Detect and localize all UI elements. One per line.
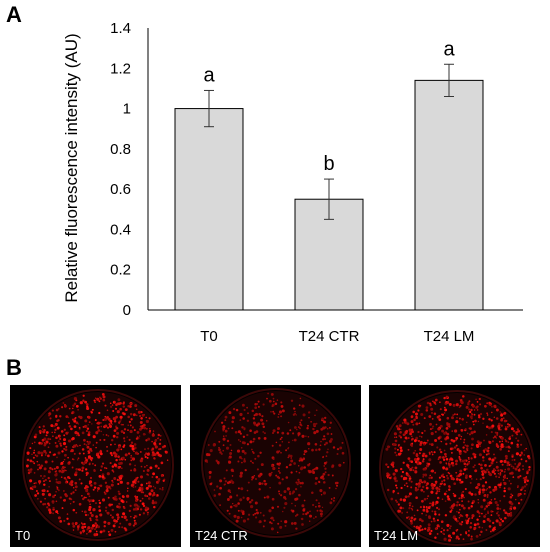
panel-b-label: B <box>6 355 22 380</box>
x-category-label: T0 <box>200 328 218 345</box>
micrograph-label: T24 CTR <box>195 528 248 543</box>
y-tick-label: 0 <box>123 302 131 319</box>
bar <box>174 108 244 311</box>
significance-letter: b <box>323 153 334 175</box>
y-tick-label: 0.6 <box>110 181 131 198</box>
y-tick-label: 0.4 <box>110 221 131 238</box>
y-tick-label: 1.4 <box>110 20 131 37</box>
x-category-label: T24 LM <box>424 328 475 345</box>
micrograph-t0: T0 <box>10 385 181 547</box>
panel-a-label: A <box>6 2 22 27</box>
micrograph-label: T24 LM <box>374 528 419 543</box>
micrograph-label: T0 <box>15 528 31 543</box>
y-axis-title: Relative fluorescence intensity (AU) <box>62 33 81 302</box>
y-tick-label: 0.8 <box>110 141 131 158</box>
bar-chart: Relative fluorescence intensity (AU) 0 0.… <box>62 20 523 345</box>
micrograph-t24-ctr: T24 CTR <box>190 385 361 547</box>
y-tick-label: 1 <box>123 101 131 118</box>
y-tick-label: 0.2 <box>110 262 131 279</box>
significance-letter: a <box>203 64 215 86</box>
y-tick-label: 1.2 <box>110 60 131 77</box>
bar <box>414 79 484 311</box>
significance-letter: a <box>443 38 455 60</box>
micrograph-t24-lm: T24 LM <box>369 385 540 547</box>
x-category-label: T24 CTR <box>299 328 360 345</box>
